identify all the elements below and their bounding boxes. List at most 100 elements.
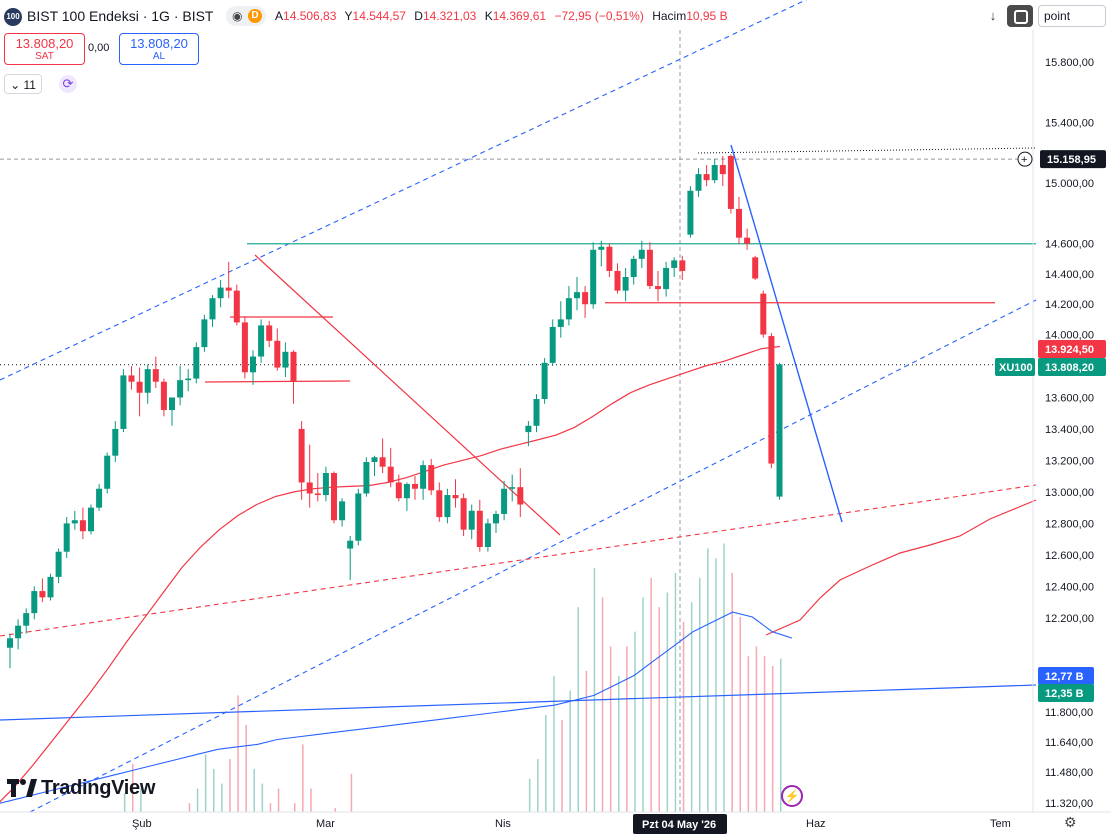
volume-bar (780, 658, 782, 812)
box-bottom-line (204, 380, 351, 383)
candle-body (395, 482, 402, 499)
candle-body (557, 319, 564, 327)
candle (711, 158, 718, 184)
candle-body (744, 237, 751, 244)
lightning-icon[interactable]: ⚡ (781, 785, 803, 807)
ma-price-tag-bg (1038, 340, 1106, 358)
candle-body (331, 473, 337, 521)
candle (225, 261, 232, 299)
candle-body (96, 488, 103, 508)
volume-bar (763, 656, 766, 812)
candle (428, 458, 435, 496)
candle-body (460, 498, 467, 530)
time-axis-label: Nis (495, 818, 511, 830)
candle (55, 548, 62, 584)
candle-body (298, 428, 305, 483)
candle-body (379, 457, 386, 467)
candle (339, 498, 346, 527)
candle-body (160, 381, 167, 411)
refresh-icon[interactable]: ⟳ (59, 75, 77, 93)
candle (120, 369, 127, 433)
volume-bar (609, 646, 612, 812)
indicators-toggle[interactable]: ⌄ 11 (4, 74, 42, 94)
volume-bar (747, 656, 750, 812)
symbol-title[interactable]: BIST 100 Endeksi · 1G · BIST (27, 8, 214, 24)
volume-bar (755, 646, 758, 812)
candle-body (363, 461, 370, 494)
search-input[interactable]: point (1038, 5, 1106, 27)
volume-bar (585, 670, 588, 812)
candle (509, 474, 516, 502)
candle-body (31, 591, 38, 614)
candle-body (112, 428, 119, 456)
channel-lower-line (29, 299, 1037, 813)
moving-average-projection (765, 499, 1037, 636)
candle-body (420, 465, 427, 489)
candle (557, 301, 564, 338)
tradingview-wordmark: TradingView (41, 777, 156, 799)
candle (306, 444, 313, 508)
add-alert-circle (1017, 151, 1033, 167)
candle (201, 314, 208, 352)
crosshair-date-bg (633, 814, 727, 834)
time-axis-label: Haz (806, 818, 826, 830)
buy-button[interactable]: 13.808,20 AL (119, 33, 199, 65)
price-axis-label: 12.600,00 (1045, 550, 1094, 562)
candle (290, 350, 297, 404)
volume-bar (642, 597, 644, 812)
candle (638, 240, 645, 268)
price-axis-label: 14.600,00 (1045, 239, 1094, 251)
arrow-down-icon[interactable]: ↓ (989, 8, 997, 23)
volume-bar (188, 803, 191, 812)
sell-button[interactable]: 13.808,20 SAT (4, 33, 85, 65)
volume-value: 10,95 B (686, 9, 728, 23)
fullscreen-icon[interactable] (1007, 5, 1033, 27)
tradingview-logo[interactable]: TradingView (7, 776, 167, 802)
volume-bar (731, 572, 733, 812)
trendlines (0, 0, 1037, 813)
candle (614, 263, 621, 294)
volume-last-tag-bg (1038, 684, 1094, 702)
candle-body (598, 246, 605, 250)
candle-body (703, 174, 710, 181)
candle (533, 394, 540, 433)
candle-body (493, 513, 499, 524)
candle (371, 455, 378, 477)
candle (655, 270, 661, 302)
symbol-logo[interactable]: 100 (4, 8, 22, 26)
visibility-pill[interactable]: ◉ D (226, 6, 266, 26)
candles (7, 154, 783, 669)
candle (136, 367, 143, 417)
candle-body (671, 260, 678, 268)
candle-body (452, 495, 459, 499)
candle (590, 242, 597, 309)
candle-body (768, 336, 775, 464)
volume-bar (707, 548, 709, 812)
candle (233, 284, 240, 326)
crosshair-date-tag: Pzt 04 May '26 (633, 814, 727, 834)
candle-body (436, 490, 443, 518)
volume-last-tag: 12,35 B (1038, 684, 1094, 702)
candle (7, 633, 13, 669)
candle-body (752, 257, 759, 279)
eye-icon[interactable]: ◉ (232, 9, 243, 23)
volume-bar (658, 607, 660, 812)
volume-bar (245, 724, 247, 812)
last-price-tag-text: 13.808,20 (1045, 362, 1094, 374)
symbol-tag-bg (995, 358, 1035, 376)
price-axis-label: 11.800,00 (1045, 707, 1093, 719)
open-value: 14.506,83 (283, 9, 337, 23)
low-label: D (414, 9, 423, 23)
candle (185, 369, 192, 392)
candle-body (501, 488, 508, 514)
candle-body (120, 375, 127, 429)
gear-icon[interactable]: ⚙ (1064, 814, 1077, 830)
candle-body (525, 425, 532, 433)
candle (160, 378, 167, 417)
candle-body (274, 340, 281, 368)
volume-bar (715, 558, 717, 812)
candle (776, 362, 783, 500)
symbol-tag: XU100 (995, 358, 1035, 376)
candle (695, 168, 702, 197)
